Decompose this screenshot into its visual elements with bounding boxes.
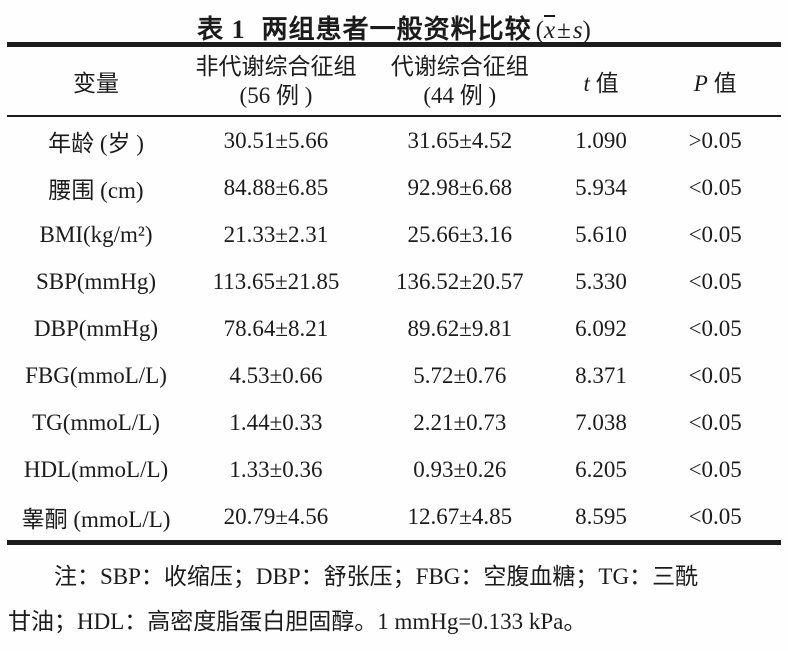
t-symbol: t: [583, 71, 590, 96]
table-row-testosterone: 睾酮 (mmoL/L) 20.79±4.56 12.67±4.85 8.595 …: [7, 493, 781, 540]
group2-name: 代谢综合征组: [390, 54, 529, 79]
table-row-tg: TG(mmoL/L) 1.44±0.33 2.21±0.73 7.038 <0.…: [7, 399, 781, 446]
row-label: 腰围 (cm): [48, 177, 144, 203]
row-label: DBP(mmHg): [34, 315, 158, 341]
col-header-t-value: t 值: [552, 47, 650, 117]
p-label: 值: [707, 71, 737, 96]
table-cell: 5.610: [575, 221, 627, 247]
table-cell: <0.05: [688, 503, 742, 529]
table-row-sbp: SBP(mmHg) 113.65±21.85 136.52±20.57 5.33…: [7, 258, 781, 305]
col-header-metabolic-group: 代谢综合征组 (44 例 ): [366, 47, 553, 117]
table-cell: 5.934: [575, 174, 627, 200]
table-cell: 12.67±4.85: [407, 503, 513, 529]
row-label: TG(mmoL/L): [32, 409, 160, 435]
row-label: HDL(mmoL/L): [23, 456, 169, 482]
t-label: 值: [589, 71, 619, 96]
row-label: 睾酮 (mmoL/L): [21, 506, 171, 532]
table-cell: >0.05: [688, 127, 742, 153]
table-number: 表 1: [197, 15, 246, 44]
formula-xbar: x: [543, 17, 556, 44]
table-cell: 5.72±0.76: [413, 362, 507, 388]
group1-count: (56 例 ): [239, 83, 313, 108]
table-cell: 7.038: [575, 409, 627, 435]
table-cell: 8.371: [575, 362, 627, 388]
table-cell: 21.33±2.31: [223, 221, 329, 247]
table-cell: 1.33±0.36: [229, 456, 323, 482]
table-cell: 6.092: [575, 315, 627, 341]
group1-name: 非代谢综合征组: [195, 54, 357, 79]
table-row-hdl: HDL(mmoL/L) 1.33±0.36 0.93±0.26 6.205 <0…: [7, 446, 781, 493]
table-cell: 2.21±0.73: [413, 409, 507, 435]
table-cell: 30.51±5.66: [223, 127, 329, 153]
col-header-variable: 变量: [7, 47, 186, 117]
table-cell: 6.205: [575, 456, 627, 482]
col-header-p-value: P 值: [649, 47, 781, 117]
table-cell: 136.52±20.57: [395, 268, 524, 294]
table-cell: 5.330: [575, 268, 627, 294]
row-label: BMI(kg/m²): [39, 221, 153, 247]
table-cell: <0.05: [688, 268, 742, 294]
table-title: 表 1 两组患者一般资料比较 (x±s): [0, 0, 788, 44]
header-row: 变量 非代谢综合征组 (56 例 ) 代谢综合征组 (44 例 ) t 值 P …: [7, 47, 781, 117]
table-cell: 89.62±9.81: [407, 315, 513, 341]
table-cell: 20.79±4.56: [223, 503, 329, 529]
data-table: 变量 非代谢综合征组 (56 例 ) 代谢综合征组 (44 例 ) t 值 P …: [7, 42, 781, 545]
table-cell: 78.64±8.21: [223, 315, 329, 341]
table-title-text: 两组患者一般资料比较: [261, 15, 532, 44]
formula-open-paren: (: [535, 17, 544, 44]
footnote: 注：SBP：收缩压；DBP：舒张压；FBG：空腹血糖；TG：三酰 甘油；HDL：…: [8, 554, 780, 644]
table-cell: <0.05: [688, 456, 742, 482]
footnote-line-1: 注：SBP：收缩压；DBP：舒张压；FBG：空腹血糖；TG：三酰: [54, 564, 699, 589]
table-row-bmi: BMI(kg/m²) 21.33±2.31 25.66±3.16 5.610 <…: [7, 211, 781, 258]
table-cell: 113.65±21.85: [212, 268, 340, 294]
formula-plus-minus: ±: [557, 17, 571, 44]
p-symbol: P: [693, 71, 708, 96]
col-header-non-metabolic-group: 非代谢综合征组 (56 例 ): [185, 47, 367, 117]
table-cell: <0.05: [688, 409, 742, 435]
footnote-line-2: 甘油；HDL：高密度脂蛋白胆固醇。1 mmHg=0.133 kPa。: [8, 609, 587, 634]
table-cell: 8.595: [575, 503, 627, 529]
table-cell: <0.05: [688, 362, 742, 388]
table-cell: 31.65±4.52: [407, 127, 513, 153]
table-cell: 84.88±6.85: [223, 174, 329, 200]
mean-sd-formula: (x±s): [536, 17, 591, 44]
table-cell: 0.93±0.26: [413, 456, 507, 482]
formula-close-paren: ): [582, 17, 591, 44]
table-cell: <0.05: [688, 221, 742, 247]
formula-s: s: [572, 17, 583, 44]
table-cell: 92.98±6.68: [407, 174, 513, 200]
table-cell: <0.05: [688, 174, 742, 200]
table-row-age: 年龄 (岁 ) 30.51±5.66 31.65±4.52 1.090 >0.0…: [7, 116, 781, 164]
table-cell: 25.66±3.16: [407, 221, 513, 247]
table-row-waist: 腰围 (cm) 84.88±6.85 92.98±6.68 5.934 <0.0…: [7, 164, 781, 211]
table-cell: 1.090: [575, 127, 627, 153]
table-cell: <0.05: [688, 315, 742, 341]
table-row-fbg: FBG(mmoL/L) 4.53±0.66 5.72±0.76 8.371 <0…: [7, 352, 781, 399]
row-label: FBG(mmoL/L): [25, 362, 167, 388]
table-cell: 1.44±0.33: [229, 409, 323, 435]
table-row-dbp: DBP(mmHg) 78.64±8.21 89.62±9.81 6.092 <0…: [7, 305, 781, 352]
table-cell: 4.53±0.66: [229, 362, 323, 388]
group2-count: (44 例 ): [423, 83, 497, 108]
row-label: SBP(mmHg): [35, 268, 157, 294]
row-label: 年龄 (岁 ): [48, 130, 144, 156]
